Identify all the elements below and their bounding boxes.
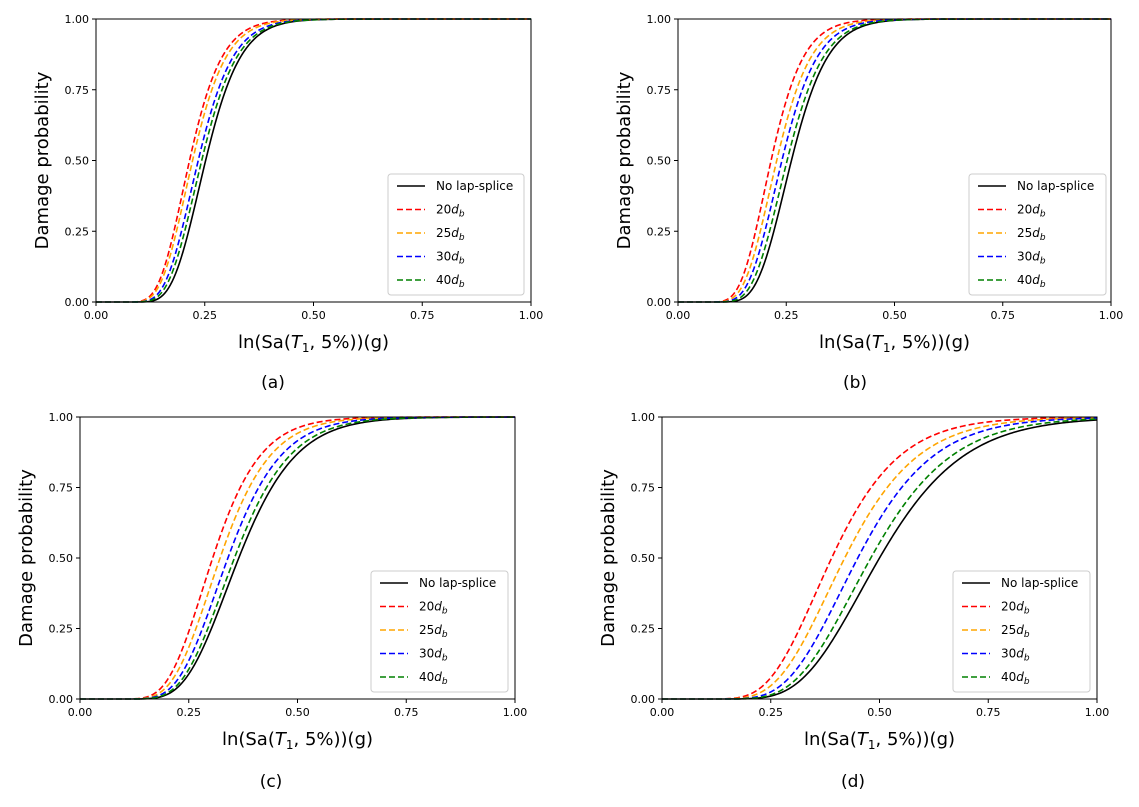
legend-entry-label: No lap-splice [1017,179,1094,193]
y-tick-label: 0.50 [631,552,656,565]
x-tick-label: 0.00 [666,309,691,322]
y-tick-label: 1.00 [631,411,656,424]
x-tick-label: 0.50 [285,706,310,719]
x-tick-label: 0.75 [991,309,1016,322]
legend-entry-label: 30db [436,250,465,267]
x-tick-label: 0.75 [976,706,1001,719]
x-tick-label: 0.75 [394,706,419,719]
y-tick-label: 0.75 [631,482,656,495]
x-tick-label: 0.25 [774,309,799,322]
legend-box [387,173,525,296]
legend-entry-label: 20db [1017,203,1046,220]
legend-entry-label: 25db [1001,623,1030,640]
x-tick-label: 0.00 [68,706,93,719]
chart-panel-2: 0.00 0.25 0.50 0.75 1.00 0.00 0.25 0.50 0.75 1.00… [614,13,1123,393]
legend-box [952,570,1091,693]
chart-panel-3: 0.00 0.25 0.50 0.75 1.00 0.00 0.25 0.50 0.75 1.00… [16,411,527,792]
x-tick-label: 0.50 [882,309,907,322]
panel-caption: (a) [261,373,285,393]
legend-entry-label: 40db [1017,273,1046,290]
legend-entry-label: 25db [436,226,465,243]
legend-entry-label: No lap-splice [436,179,513,193]
x-tick-label: 0.75 [410,309,435,322]
y-tick-label: 0.25 [647,225,672,238]
legend-entry-label: 25db [1017,226,1046,243]
legend-entry-label: 30db [1017,250,1046,267]
y-tick-label: 1.00 [49,411,74,424]
y-tick-label: 0.25 [49,623,74,636]
y-tick-label: 0.50 [49,552,74,565]
y-tick-label: 0.00 [49,693,74,706]
panel-caption: (b) [843,373,867,393]
chart-panel-4: 0.00 0.25 0.50 0.75 1.00 0.00 0.25 0.50 0.75 1.00… [598,411,1109,792]
x-tick-label: 1.00 [503,706,528,719]
y-tick-label: 0.25 [631,623,656,636]
series-line-5 [80,416,515,700]
legend: No lap-splice 20db 25db 30db 40db [968,173,1107,296]
y-tick-label: 0.75 [65,84,90,97]
y-axis-label: Damage probability [16,469,37,647]
y-tick-label: 1.00 [65,13,90,26]
y-axis-label: Damage probability [598,469,619,647]
x-axis-label: ln(Sa(T1, 5%))(g) [238,332,389,355]
x-tick-label: 0.50 [301,309,326,322]
legend-entry-label: No lap-splice [419,576,496,590]
legend-entry-label: 30db [1001,647,1030,664]
x-axis-label: ln(Sa(T1, 5%))(g) [819,332,970,355]
legend-entry-label: 40db [436,273,465,290]
legend: No lap-splice 20db 25db 30db 40db [952,570,1091,693]
legend-entry-label: 20db [419,600,448,617]
y-tick-label: 0.50 [65,155,90,168]
y-axis-label: Damage probability [614,71,635,249]
legend-entry-label: 20db [436,203,465,220]
x-tick-label: 1.00 [519,309,544,322]
legend-entry-label: 25db [419,623,448,640]
legend: No lap-splice 20db 25db 30db 40db [370,570,509,693]
legend-box [370,570,509,693]
panel-caption: (d) [841,772,865,792]
y-tick-label: 0.00 [631,693,656,706]
x-tick-label: 0.50 [867,706,892,719]
series-line-2 [678,18,1111,303]
y-tick-label: 0.75 [49,482,74,495]
panel-caption: (c) [260,772,283,792]
x-tick-label: 0.00 [84,309,109,322]
chart-panel-1: 0.00 0.25 0.50 0.75 1.00 0.00 0.25 0.50 0.75 1.00… [32,13,543,393]
y-tick-label: 0.00 [65,296,90,309]
y-tick-label: 0.00 [647,296,672,309]
x-tick-label: 0.25 [177,706,202,719]
legend: No lap-splice 20db 25db 30db 40db [387,173,525,296]
y-tick-label: 0.75 [647,84,672,97]
x-axis-label: ln(Sa(T1, 5%))(g) [222,729,373,752]
y-tick-label: 0.50 [647,155,672,168]
x-tick-label: 1.00 [1085,706,1110,719]
y-tick-label: 1.00 [647,13,672,26]
y-axis-label: Damage probability [32,71,53,249]
legend-box [968,173,1107,296]
legend-entry-label: 20db [1001,600,1030,617]
legend-entry-label: 40db [419,670,448,687]
legend-entry-label: 30db [419,647,448,664]
series-line-2 [96,18,531,303]
x-tick-label: 1.00 [1099,309,1124,322]
x-axis-label: ln(Sa(T1, 5%))(g) [804,729,955,752]
x-tick-label: 0.25 [759,706,784,719]
legend-entry-label: No lap-splice [1001,576,1078,590]
y-tick-label: 0.25 [65,225,90,238]
legend-entry-label: 40db [1001,670,1030,687]
x-tick-label: 0.25 [193,309,218,322]
x-tick-label: 0.00 [650,706,675,719]
